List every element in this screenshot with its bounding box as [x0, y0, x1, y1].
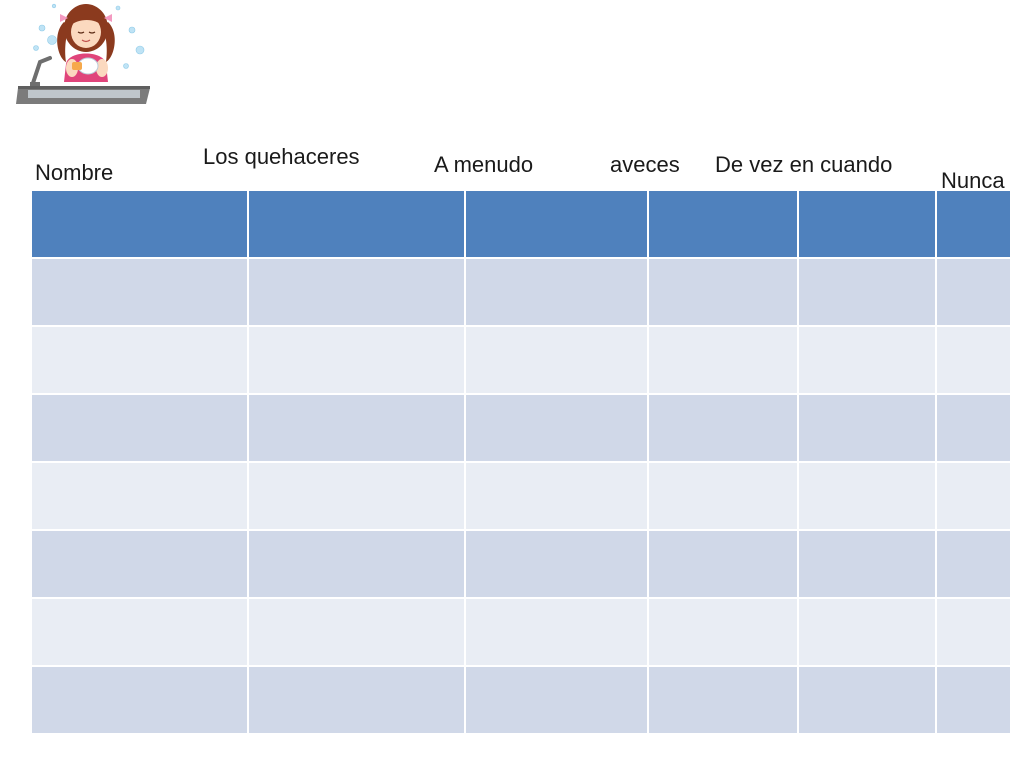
- table-cell[interactable]: [249, 259, 464, 325]
- table-cell[interactable]: [937, 463, 1010, 529]
- table-cell[interactable]: [249, 395, 464, 461]
- table-cell[interactable]: [937, 395, 1010, 461]
- column-label-aveces: aveces: [610, 152, 680, 177]
- table-cell[interactable]: [649, 327, 797, 393]
- table-cell[interactable]: [466, 327, 647, 393]
- table-cell[interactable]: [466, 463, 647, 529]
- table-cell[interactable]: [249, 463, 464, 529]
- column-label-a-menudo: A menudo: [434, 152, 534, 177]
- table-header-cell[interactable]: [32, 191, 247, 257]
- table-cell[interactable]: [32, 667, 247, 733]
- table-cell[interactable]: [937, 667, 1010, 733]
- table-cell[interactable]: [799, 667, 935, 733]
- table-cell[interactable]: [32, 327, 247, 393]
- table-cell[interactable]: [32, 599, 247, 665]
- table-cell[interactable]: [466, 599, 647, 665]
- table-cell[interactable]: [466, 531, 647, 597]
- table-header-cell[interactable]: [649, 191, 797, 257]
- table-cell[interactable]: [249, 599, 464, 665]
- table-header-cell[interactable]: [799, 191, 935, 257]
- table-cell[interactable]: [649, 395, 797, 461]
- table-cell[interactable]: [32, 531, 247, 597]
- girl-washing-dishes-illustration: [16, 3, 150, 104]
- table-cell[interactable]: [937, 599, 1010, 665]
- table-cell[interactable]: [32, 259, 247, 325]
- table-cell[interactable]: [649, 599, 797, 665]
- table-cell[interactable]: [32, 463, 247, 529]
- soap-bubbles: [33, 3, 145, 69]
- table-cell[interactable]: [249, 667, 464, 733]
- table-cell[interactable]: [649, 531, 797, 597]
- table-cell[interactable]: [799, 327, 935, 393]
- table-header-cell[interactable]: [937, 191, 1010, 257]
- table-header-cell[interactable]: [249, 191, 464, 257]
- table-cell[interactable]: [649, 463, 797, 529]
- table-cell[interactable]: [466, 259, 647, 325]
- table-cell[interactable]: [937, 531, 1010, 597]
- table-cell[interactable]: [937, 327, 1010, 393]
- table-cell[interactable]: [249, 327, 464, 393]
- table-header-cell[interactable]: [466, 191, 647, 257]
- table-cell[interactable]: [466, 667, 647, 733]
- table-cell[interactable]: [937, 259, 1010, 325]
- chores-survey-table: [32, 191, 1010, 733]
- column-label-de-vez-en-cuando: De vez en cuando: [715, 152, 893, 177]
- table-cell[interactable]: [799, 395, 935, 461]
- column-label-nombre: Nombre: [35, 160, 114, 185]
- table-cell[interactable]: [649, 667, 797, 733]
- column-label-nunca: Nunca: [941, 168, 1005, 193]
- table-cell[interactable]: [799, 599, 935, 665]
- table-cell[interactable]: [32, 395, 247, 461]
- table-cell[interactable]: [249, 531, 464, 597]
- table-cell[interactable]: [799, 463, 935, 529]
- table-cell[interactable]: [649, 259, 797, 325]
- table-cell[interactable]: [799, 259, 935, 325]
- column-label-los-quehaceres: Los quehaceres: [203, 144, 360, 169]
- table-cell[interactable]: [799, 531, 935, 597]
- table-cell[interactable]: [466, 395, 647, 461]
